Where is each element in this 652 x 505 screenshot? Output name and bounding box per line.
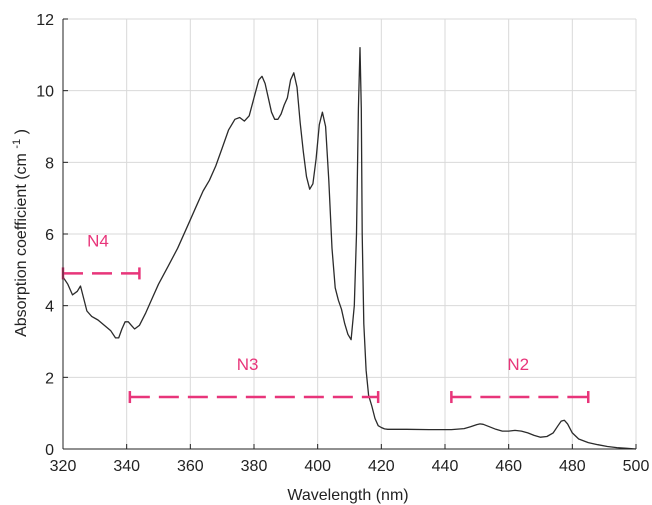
x-tick-label-3: 380	[241, 458, 268, 475]
y-axis-label-sup: -1	[11, 139, 23, 149]
band-n2-label: N2	[507, 355, 529, 374]
y-tick-label-4: 8	[45, 155, 54, 172]
y-tick-label-3: 6	[45, 227, 54, 244]
tick-labels: 320 340 360 380 400 420 440 460 480 500 0 2 4 6 8 10 12	[36, 12, 649, 475]
x-axis-label: Wavelength (nm)	[287, 487, 408, 504]
x-tick-label-4: 400	[304, 458, 331, 475]
x-tick-label-0: 320	[50, 458, 77, 475]
series-line-0	[62, 47, 637, 450]
x-tick-label-5: 420	[368, 458, 395, 475]
y-axis-label-close: )	[13, 129, 30, 134]
x-tick-label-1: 340	[113, 458, 140, 475]
x-tick-label-6: 440	[432, 458, 459, 475]
y-axis-label-main: Absorption coefficient (cm	[13, 153, 30, 337]
x-tick-label-8: 480	[559, 458, 586, 475]
x-tick-label-2: 360	[177, 458, 204, 475]
y-axis-label: Absorption coefficient (cm -1 )	[7, 129, 30, 337]
x-tick-label-7: 460	[495, 458, 522, 475]
x-tick-label-9: 500	[623, 458, 650, 475]
y-tick-label-6: 12	[36, 12, 54, 29]
y-tick-label-1: 2	[45, 370, 54, 387]
series-layer	[62, 47, 637, 450]
y-tick-label-5: 10	[36, 84, 54, 101]
y-tick-label-2: 4	[45, 299, 54, 316]
band-n3-label: N3	[237, 355, 259, 374]
annotation-layer: N4 N3 N2	[61, 232, 590, 404]
axes	[62, 18, 637, 450]
band-n4-label: N4	[87, 232, 109, 251]
y-tick-label-0: 0	[45, 442, 54, 459]
